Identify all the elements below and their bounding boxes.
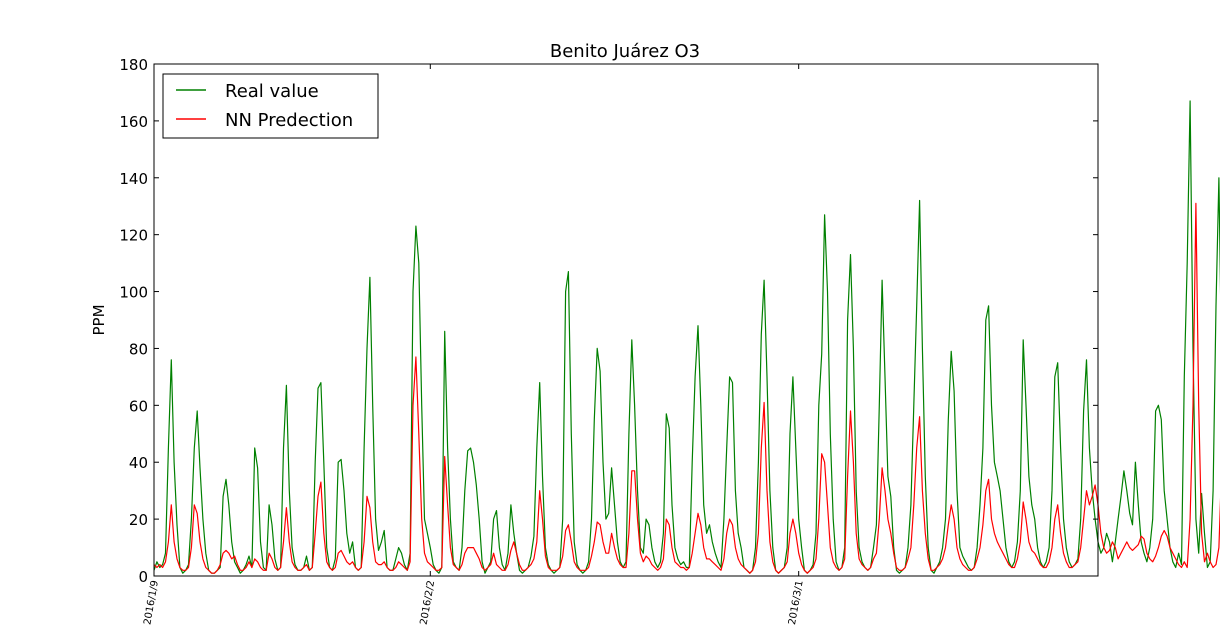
- series-line-1: [153, 202, 1220, 574]
- y-tick-label: 100: [119, 284, 148, 302]
- chart-title: Benito Juárez O3: [550, 41, 700, 62]
- y-axis-label: PPM: [90, 304, 108, 335]
- y-tick-label: 40: [129, 454, 148, 472]
- y-tick-label: 180: [119, 56, 148, 74]
- legend-label-1: NN Predection: [225, 110, 353, 131]
- x-tick-label: 2016/2/2: [419, 580, 438, 626]
- series-line-0: [153, 100, 1220, 574]
- x-tick-label: 2016/1/9: [142, 580, 161, 626]
- y-tick-label: 80: [129, 340, 148, 358]
- legend: Real value NN Predection: [162, 73, 379, 139]
- legend-box: [162, 73, 379, 139]
- y-tick-label: 60: [129, 397, 148, 415]
- axes-frame: [153, 63, 1099, 577]
- y-tick-label: 160: [119, 113, 148, 131]
- y-tick-label: 20: [129, 511, 148, 529]
- x-tick-label: 2016/3/1: [787, 580, 806, 626]
- plot-area: 0 20 40 60 80 100 120 140 160 180 2016/1/9 2016/2/2…: [119, 56, 1220, 626]
- y-tick-label: 120: [119, 227, 148, 245]
- legend-label-0: Real value: [225, 81, 319, 102]
- y-tick-label: 140: [119, 170, 148, 188]
- y-tick-label: 0: [138, 568, 148, 586]
